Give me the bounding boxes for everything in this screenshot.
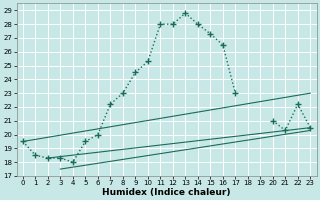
X-axis label: Humidex (Indice chaleur): Humidex (Indice chaleur) — [102, 188, 231, 197]
